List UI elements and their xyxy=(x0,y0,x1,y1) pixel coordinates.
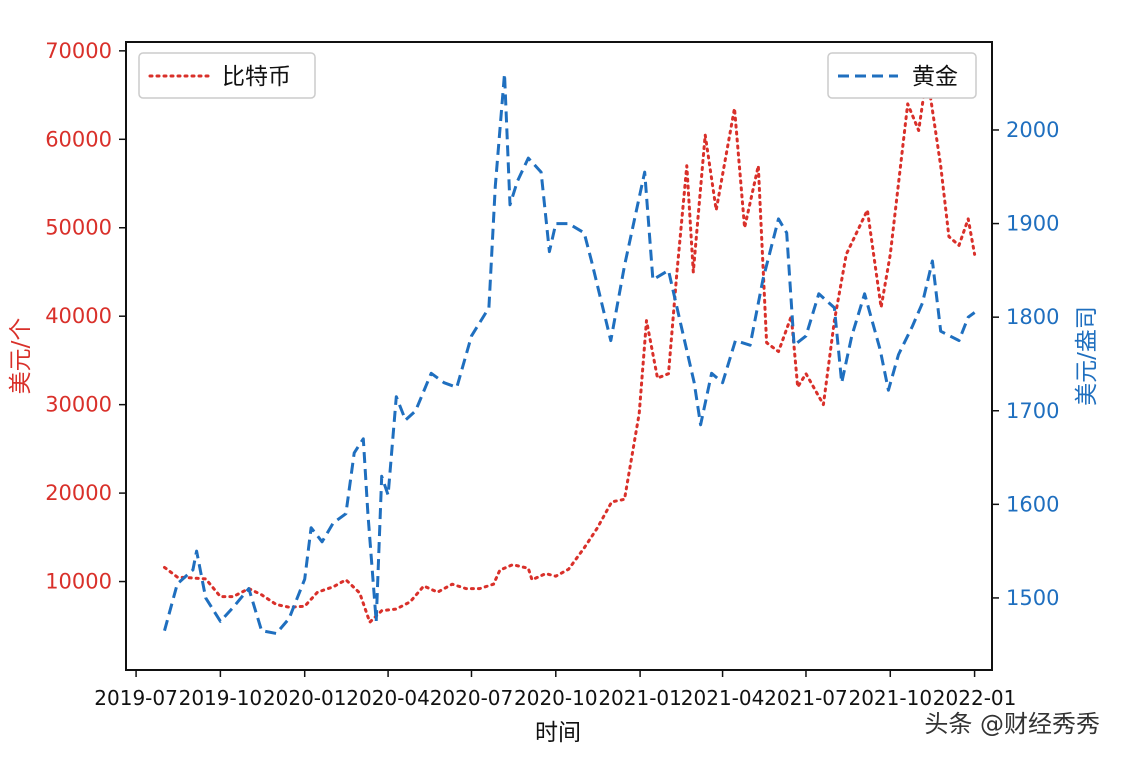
x-tick-label: 2022-01 xyxy=(933,686,1017,710)
right-y-axis-label: 美元/盎司 xyxy=(1074,306,1100,406)
series-layer xyxy=(163,71,977,635)
right-tick-label: 1800 xyxy=(1006,305,1059,329)
legend-gold-label: 黄金 xyxy=(912,64,958,90)
x-axis-label: 时间 xyxy=(535,720,581,746)
x-tick-label: 2020-07 xyxy=(430,686,514,710)
x-tick-label: 2021-07 xyxy=(764,686,848,710)
right-tick-label: 1900 xyxy=(1006,212,1059,236)
x-tick-label: 2019-07 xyxy=(94,686,178,710)
right-axis-ticks: 1500 1600 1700 1800 1900 2000 xyxy=(992,118,1059,610)
right-tick-label: 2000 xyxy=(1006,118,1059,142)
legend-bitcoin-box xyxy=(138,52,316,99)
x-axis-ticks: 2019-07 2019-10 2020-01 2020-04 2020-07 2020-… xyxy=(94,670,1016,710)
x-tick-label: 2021-01 xyxy=(598,686,682,710)
bitcoin-series-line xyxy=(163,71,977,624)
x-tick-label: 2020-04 xyxy=(346,686,430,710)
right-tick-label: 1700 xyxy=(1006,399,1059,423)
plot-border xyxy=(125,41,993,671)
right-tick-label: 1500 xyxy=(1006,586,1059,610)
legend-gold: 黄金 xyxy=(827,52,977,99)
x-tick-label: 2020-01 xyxy=(263,686,347,710)
left-tick-label: 40000 xyxy=(45,304,112,328)
x-tick-label: 2020-10 xyxy=(514,686,598,710)
left-tick-label: 60000 xyxy=(45,127,112,151)
left-y-axis-label: 美元/个 xyxy=(8,318,34,395)
right-tick-label: 1600 xyxy=(1006,492,1059,516)
plot-frame xyxy=(125,41,993,671)
x-tick-label: 2021-04 xyxy=(681,686,765,710)
x-tick-label: 2021-10 xyxy=(848,686,932,710)
gold-series-line xyxy=(163,72,976,635)
legend-bitcoin-label: 比特币 xyxy=(222,64,291,90)
legend-gold-box xyxy=(827,52,977,99)
left-tick-label: 50000 xyxy=(45,216,112,240)
left-axis-ticks: 10000 20000 30000 40000 50000 60000 70000 xyxy=(45,39,126,594)
left-tick-label: 20000 xyxy=(45,481,112,505)
watermark-text: 头条 @财经秀秀 xyxy=(924,710,1100,738)
left-tick-label: 10000 xyxy=(45,570,112,594)
left-tick-label: 30000 xyxy=(45,393,112,417)
x-tick-label: 2019-10 xyxy=(179,686,263,710)
left-tick-label: 70000 xyxy=(45,39,112,63)
legend-bitcoin: 比特币 xyxy=(138,52,316,99)
